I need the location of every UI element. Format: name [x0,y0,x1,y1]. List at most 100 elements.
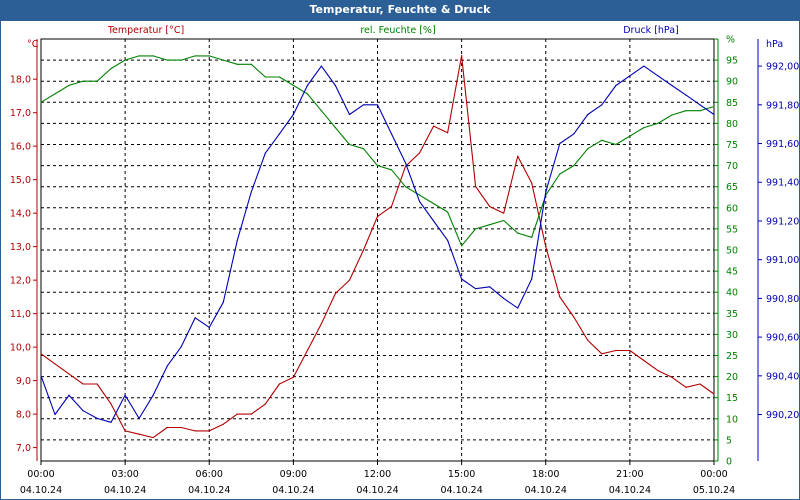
data-point-right1 [334,127,337,129]
data-point-left [222,423,224,425]
pressure-tick-label: 990,40 [766,371,799,382]
data-point-right2 [531,278,533,280]
legend-label-right1: rel. Feuchte [%] [360,25,435,36]
data-point-left [629,349,631,352]
data-point-left [559,296,561,298]
data-point-right1 [685,110,687,112]
data-point-right2 [629,75,631,77]
data-point-left [334,292,337,295]
data-point-right2 [264,152,266,154]
data-point-right2 [503,297,505,299]
humidity-tick-label: 5 [726,435,732,446]
data-point-right1 [517,232,519,234]
data-point-right1 [82,80,84,82]
pressure-tick-label: 990,60 [766,333,799,344]
temperature-tick-label: 10,0 [10,343,31,354]
data-point-left [685,386,687,388]
x-tick-label-time: 21:00 [616,469,643,480]
data-point-right2 [166,365,168,367]
x-tick-label-time: 12:00 [364,469,391,480]
data-point-left [208,430,210,432]
data-point-left [54,363,56,365]
data-point-right1 [124,59,126,61]
humidity-tick-label: 50 [726,246,738,257]
data-point-right1 [447,211,449,213]
window-title: Temperatur, Feuchte & Druck [1,1,799,21]
humidity-tick-label: 45 [726,267,738,278]
x-tick-label-date: 04.10.24 [272,485,314,496]
data-point-left [362,249,365,251]
data-point-right1 [587,148,589,150]
data-point-right2 [713,113,715,116]
humidity-tick-label: 10 [726,414,738,425]
data-point-right2 [152,394,154,396]
data-point-right2 [699,104,701,106]
data-point-right1 [713,105,715,108]
data-point-left [152,436,154,439]
humidity-tick-label: 90 [726,77,738,88]
temperature-tick-label: 13,0 [10,242,31,253]
data-point-right2 [208,326,210,329]
data-point-left [40,353,42,355]
humidity-tick-label: 65 [726,182,738,193]
data-point-left [657,369,659,372]
humidity-tick-label: 80 [726,119,738,130]
data-point-left [348,279,351,281]
data-point-left [489,205,491,208]
temperature-tick-label: 17,0 [10,108,31,119]
data-point-right2 [138,417,140,420]
data-point-right2 [82,410,84,412]
data-point-right1 [573,165,575,167]
data-point-right1 [559,173,561,175]
data-point-right1 [68,84,70,87]
temperature-tick-label: 12,0 [10,276,31,287]
data-point-left [292,376,294,378]
x-tick-label-time: 18:00 [532,469,559,480]
data-point-right2 [348,113,351,116]
data-point-right2 [110,421,112,423]
humidity-tick-label: 0 [726,457,732,468]
data-point-right2 [475,288,477,290]
data-point-right1 [657,122,659,124]
temperature-tick-label: 9,0 [16,376,31,387]
data-point-left [180,426,182,429]
data-point-right2 [489,286,491,288]
data-point-left [531,182,533,184]
data-point-left [418,152,421,154]
data-point-right1 [348,143,351,146]
data-point-left [390,205,393,208]
data-point-left [545,246,547,248]
data-point-right1 [40,101,42,103]
humidity-tick-label: 95 [726,56,738,67]
x-tick-label-date: 04.10.24 [609,485,651,496]
data-point-right2 [432,220,435,222]
data-point-right1 [489,224,491,226]
data-point-right2 [250,191,252,193]
data-point-right2 [236,239,238,241]
data-point-right2 [362,104,365,106]
data-point-right2 [40,375,42,377]
data-point-left [68,373,70,375]
x-tick-label-date: 04.10.24 [104,485,146,496]
x-tick-label-date: 05.10.24 [693,485,735,496]
data-point-right2 [418,201,421,203]
data-point-right1 [222,59,224,61]
data-point-right1 [54,93,56,95]
data-point-right2 [68,394,70,396]
x-tick-label-time: 00:00 [27,469,54,480]
humidity-tick-label: 20 [726,372,738,383]
pressure-tick-label: 991,20 [766,216,799,227]
data-point-right2 [517,307,519,309]
data-point-left [110,403,112,405]
humidity-tick-label: 35 [726,309,738,320]
data-point-left [194,430,196,432]
data-point-left [671,376,673,378]
data-point-left [615,349,617,352]
data-point-right2 [376,104,379,106]
data-point-right1 [96,80,98,82]
humidity-tick-label: 70 [726,161,738,172]
data-point-right1 [180,59,182,61]
data-point-right2 [292,113,294,116]
x-tick-label-date: 04.10.24 [356,485,398,496]
